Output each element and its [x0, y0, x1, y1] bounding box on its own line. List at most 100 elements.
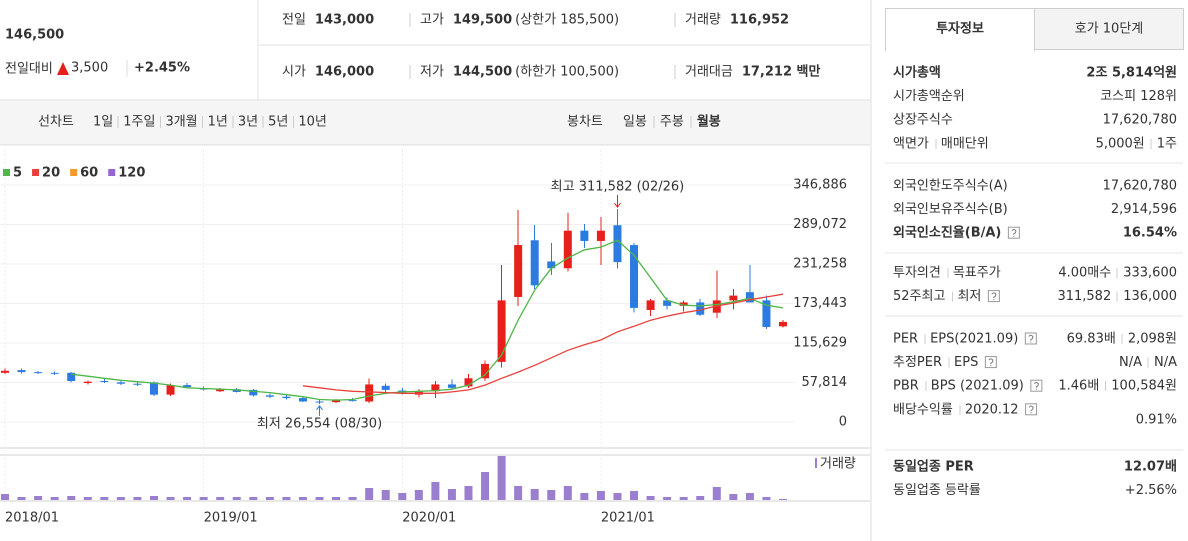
info-label: EPS(2021.09): [930, 332, 1018, 347]
candle-body: [381, 385, 390, 390]
candle-tab[interactable]: 주봉: [660, 115, 684, 130]
candle-body: [646, 300, 655, 310]
period-tab[interactable]: 1일: [93, 115, 113, 130]
volume-bar: [431, 482, 440, 500]
info-label: 투자의견: [893, 266, 941, 281]
x-tick-label: 2019/01: [204, 511, 258, 526]
info-label: 동일업종 등락률: [893, 483, 981, 498]
candle-body: [596, 230, 605, 241]
info-value: 16.54%: [1123, 226, 1177, 241]
candle-tab[interactable]: 월봉: [697, 114, 721, 130]
tab[interactable]: [885, 8, 1035, 51]
summary-value: 146,000: [315, 65, 374, 80]
volume-bar: [663, 497, 672, 500]
tab-label[interactable]: 투자정보: [936, 21, 984, 37]
volume-bar: [315, 497, 324, 500]
tab-bar: [0, 101, 870, 145]
info-label: 시가총액: [893, 65, 941, 81]
help-icon[interactable]: [1025, 403, 1038, 416]
summary-note: (상한가 185,500): [515, 13, 619, 28]
volume-bar: [100, 497, 109, 500]
candle-body: [332, 400, 341, 403]
tab[interactable]: [1034, 8, 1184, 50]
volume-bar: [464, 486, 473, 500]
legend-label: 120: [118, 166, 145, 181]
volume-bar: [779, 499, 787, 500]
volume-bar: [348, 497, 357, 500]
help-icon[interactable]: [1030, 379, 1043, 392]
candle-body: [580, 230, 589, 241]
period-tab[interactable]: 1주일: [123, 115, 155, 130]
volume-legend: 거래량: [820, 457, 856, 472]
help-icon[interactable]: [1007, 226, 1020, 239]
change-rate: +2.45%: [134, 61, 190, 76]
candle-tab[interactable]: 일봉: [623, 115, 647, 130]
legend-label: 60: [80, 166, 98, 181]
change-label: 전일대비: [5, 62, 53, 77]
info-value: 136,000: [1123, 289, 1177, 304]
annotation: 최고 311,582 (02/26): [551, 180, 685, 195]
info-value: N/A: [1119, 355, 1142, 370]
info-label: 시가총액순위: [893, 89, 965, 104]
candle-body: [67, 372, 76, 382]
info-label: 상장주식수: [893, 113, 953, 128]
help-icon[interactable]: [987, 290, 1000, 303]
x-tick-label: 2021/01: [601, 511, 655, 526]
help-glyph: [1033, 381, 1039, 390]
volume-bar: [116, 497, 125, 500]
candle-body: [1, 370, 9, 373]
info-value: 0.91%: [1136, 412, 1177, 427]
info-value: +2.56%: [1125, 483, 1177, 498]
volume-bar: [745, 493, 754, 500]
help-icon[interactable]: [1024, 332, 1037, 345]
tab-label[interactable]: 호가 10단계: [1075, 22, 1144, 37]
info-label: PBR: [893, 379, 919, 394]
legend-swatch: [70, 169, 78, 176]
info-value: 4.00매수: [1058, 266, 1111, 281]
info-value: 2,098원: [1128, 332, 1177, 347]
candle-body: [514, 245, 523, 297]
info-label: 매매단위: [941, 136, 989, 151]
period-tab[interactable]: 10년: [298, 115, 327, 130]
volume-bar: [332, 497, 341, 500]
volume-bar: [646, 496, 655, 500]
candle-body: [630, 245, 639, 308]
y-tick-label: 57,814: [802, 375, 848, 390]
volume-bar: [149, 496, 158, 500]
period-tab[interactable]: 3개월: [165, 115, 197, 130]
annotation: 최저 26,554 (08/30): [257, 416, 382, 431]
volume-bar: [365, 488, 374, 500]
annotation-arrowhead: [614, 202, 621, 208]
volume-bar: [447, 489, 456, 500]
candle-body: [530, 240, 539, 286]
volume-bar: [762, 497, 771, 500]
tab-group-label: 선차트: [38, 115, 74, 130]
candle-body: [745, 292, 754, 303]
info-value: 17,620,780: [1103, 113, 1177, 128]
help-icon[interactable]: [984, 356, 997, 369]
candle-body: [265, 395, 274, 397]
volume-bar: [133, 497, 142, 500]
info-label: EPS: [954, 355, 978, 370]
help-glyph: [1011, 228, 1017, 237]
volume-bar: [298, 497, 307, 500]
period-tab[interactable]: 5년: [268, 115, 288, 130]
summary-label: 전일: [282, 13, 306, 28]
volume-bar: [50, 497, 59, 500]
info-value: 311,582: [1057, 289, 1111, 304]
period-tab[interactable]: 1년: [208, 115, 228, 130]
candle-body: [83, 381, 92, 384]
candle-body: [183, 385, 192, 388]
volume-bar: [497, 456, 506, 500]
candle-body: [365, 384, 374, 402]
volume-bar: [232, 497, 241, 500]
period-tab[interactable]: 3년: [238, 115, 258, 130]
volume-bar: [216, 497, 225, 500]
help-glyph: [988, 358, 994, 367]
info-value: 17,620,780: [1103, 179, 1177, 194]
info-label: PER: [893, 332, 918, 347]
help-glyph: [991, 292, 997, 301]
volume-bar: [481, 472, 490, 500]
candle-body: [729, 295, 738, 301]
